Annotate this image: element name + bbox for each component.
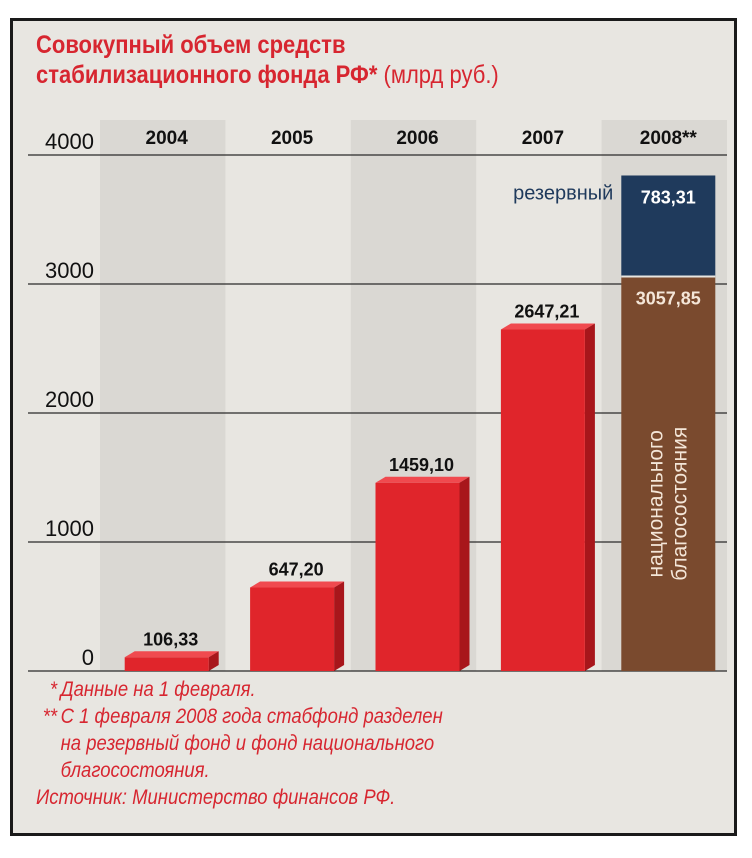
bar-top — [375, 476, 470, 483]
footnote-1-text: Данные на 1 февраля. — [60, 678, 256, 701]
x-category-label: 2004 — [146, 128, 189, 149]
bar-side — [459, 476, 470, 671]
legend-reserve: резервный — [513, 182, 613, 204]
y-tick-label: 1000 — [45, 516, 94, 541]
x-category-label: 2008** — [640, 128, 698, 149]
bar-value-label: 2647,21 — [514, 302, 579, 322]
bar-value-label: 106,33 — [143, 629, 198, 649]
segment-national — [621, 276, 716, 671]
footnote-1: * Данные на 1 февраля. — [36, 676, 634, 703]
footnote-2-line-3: благосостояния. — [60, 759, 210, 782]
y-tick-label: 0 — [82, 645, 94, 670]
column-band — [100, 120, 226, 671]
bar-side — [208, 651, 219, 671]
x-category-label: 2006 — [396, 128, 438, 149]
bar-side — [334, 581, 345, 671]
x-category-label: 2007 — [522, 128, 564, 149]
bar — [124, 657, 209, 671]
bar — [375, 482, 460, 671]
bar-value-label: 1459,10 — [389, 455, 454, 475]
title-line-1: Совокупный объем средств — [36, 31, 346, 59]
footnote-2-text-1: С 1 февраля 2008 года стабфонд разделен — [60, 705, 443, 728]
segment-reserve — [621, 175, 716, 277]
title-line-2-text: стабилизационного фонда РФ* — [36, 61, 378, 89]
y-tick-label: 3000 — [45, 258, 94, 283]
segment-national-value: 3057,85 — [636, 289, 701, 309]
segment-reserve-value: 783,31 — [641, 187, 696, 207]
footnote-2: ** С 1 февраля 2008 года стабфонд разделе… — [36, 703, 634, 730]
bar-top — [124, 651, 219, 658]
title-line-2: стабилизационного фонда РФ* (млрд руб.) — [36, 60, 634, 90]
footnote-2-line-2: на резервный фонд и фонд национального — [60, 732, 435, 755]
legend-national-word: благосостояния — [668, 427, 691, 581]
bar-value-label: 647,20 — [269, 560, 324, 580]
footnote-1-mark: * — [49, 678, 58, 701]
bar-top — [500, 323, 595, 330]
x-category-label: 2005 — [271, 128, 314, 149]
legend-national-word: национального — [644, 430, 667, 577]
footnote-2-mark: ** — [42, 705, 58, 728]
source-note: Источник: Министерство финансов РФ. — [36, 786, 396, 809]
y-tick-label: 4000 — [45, 129, 94, 154]
footnotes: * Данные на 1 февраля. ** С 1 февраля 2008… — [36, 676, 716, 811]
bar — [250, 587, 335, 671]
y-tick-label: 2000 — [45, 387, 94, 412]
bar-top — [250, 581, 345, 588]
legend-national: национального благосостояния — [644, 427, 691, 581]
chart-title: Совокупный объем средств стабилизационно… — [36, 30, 716, 90]
bar — [500, 329, 585, 671]
bar-side — [584, 323, 595, 671]
title-unit: (млрд руб.) — [383, 61, 499, 89]
